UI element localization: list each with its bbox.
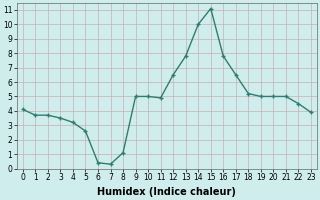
X-axis label: Humidex (Indice chaleur): Humidex (Indice chaleur)	[98, 187, 236, 197]
